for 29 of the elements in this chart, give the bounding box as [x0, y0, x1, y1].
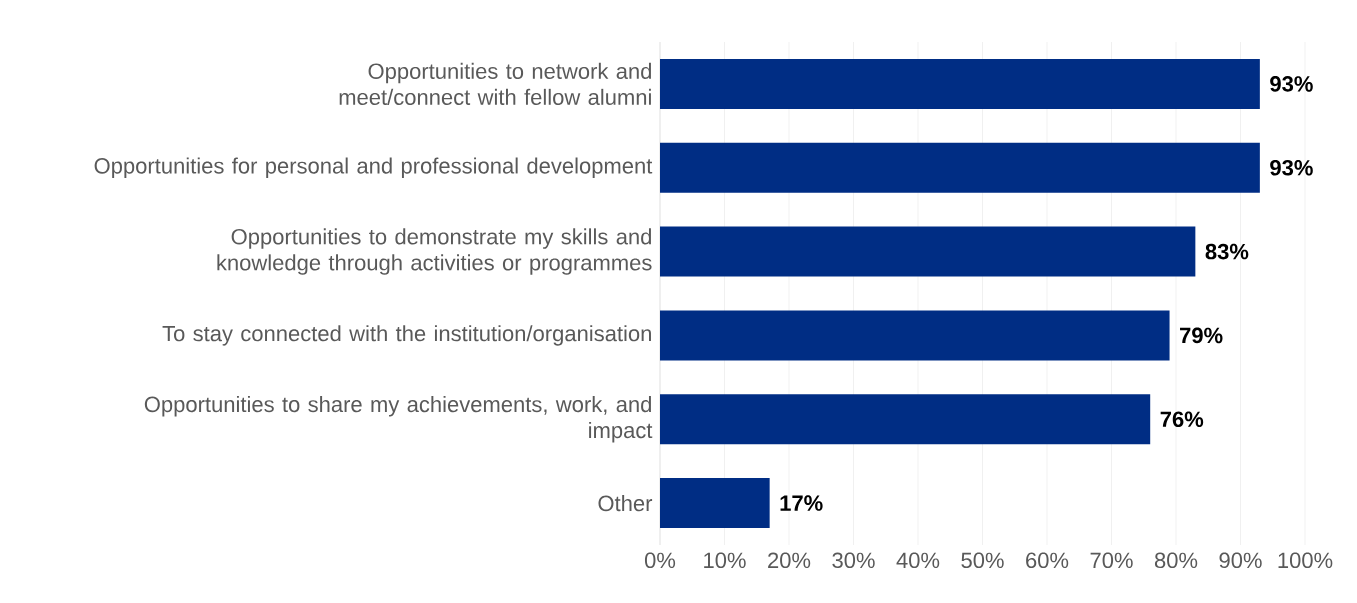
y-tick-label: Opportunities to demonstrate my skills and knowledge through activities or programmes: [217, 228, 652, 275]
x-tick-label: 30%: [832, 552, 875, 569]
y-tick-label: Opportunities for personal and professional development: [94, 157, 653, 179]
x-tick-label: 40%: [896, 552, 940, 569]
y-tick-label: Opportunities to share my achievements, work, and impact: [144, 395, 653, 443]
bar: [660, 394, 1151, 445]
bar: [660, 142, 1260, 193]
data-label: 83%: [1205, 243, 1249, 260]
x-tick-label: 80%: [1154, 552, 1198, 569]
x-tick-label: 50%: [961, 552, 1004, 569]
data-label: 17%: [780, 495, 823, 511]
data-label: 76%: [1160, 411, 1204, 428]
x-tick-label: 100%: [1278, 552, 1333, 569]
bar: [660, 58, 1260, 109]
x-tick-label: 70%: [1090, 552, 1133, 569]
y-tick-label: Opportunities to network and meet/connect with fellow alumni: [339, 62, 651, 105]
bar: [660, 478, 770, 529]
x-tick-label: 60%: [1026, 552, 1069, 569]
x-tick-label: 90%: [1219, 552, 1262, 569]
data-label: 79%: [1180, 327, 1223, 344]
x-tick-label: 20%: [768, 552, 811, 569]
y-tick-label: Other: [598, 495, 653, 512]
x-tick-label: 0%: [644, 552, 676, 569]
x-tick-label: 10%: [704, 552, 746, 569]
data-label: 93%: [1270, 159, 1313, 176]
y-tick-label: To stay connected with the institution/organisation: [162, 325, 651, 346]
bar: [660, 226, 1196, 277]
data-label: 93%: [1270, 76, 1313, 92]
bar: [660, 310, 1170, 361]
